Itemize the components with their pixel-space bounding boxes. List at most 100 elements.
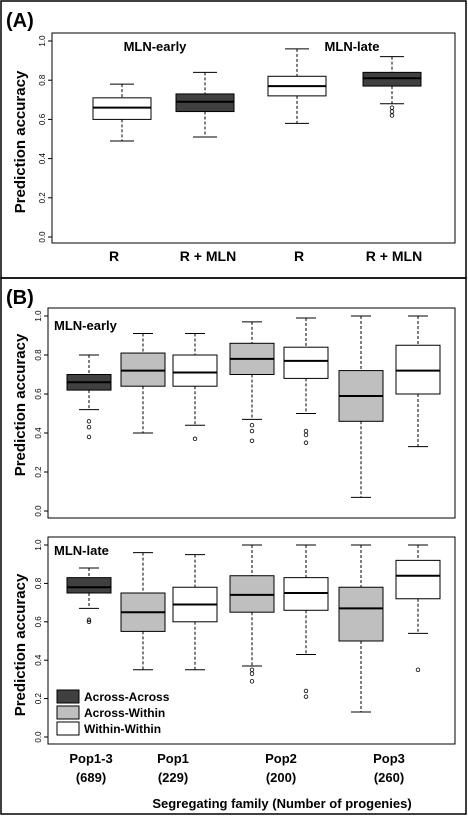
x-category-label: Pop1 xyxy=(157,751,189,766)
panel-b-early-plot-area xyxy=(47,307,456,519)
panel-b-early-box-1 xyxy=(120,333,166,434)
panel-a-ylabel: Prediction accuracy xyxy=(12,70,29,213)
outlier-point xyxy=(86,434,92,440)
legend-label-across-within: Across-Within xyxy=(84,706,165,720)
panel-b-early-ytick-label: 0.6 xyxy=(34,388,43,400)
outlier-point xyxy=(389,109,395,114)
panel-b-late-box-3 xyxy=(229,544,275,684)
outlier-point xyxy=(303,440,309,445)
panel-a-frame xyxy=(0,0,467,279)
x-label-r-mln-late: R + MLN xyxy=(366,248,422,264)
panel-a-plot-area xyxy=(51,32,456,244)
outlier-point xyxy=(86,419,92,424)
panel-b-late-ytick-label: 1.0 xyxy=(34,539,43,551)
panel-a-box-0 xyxy=(92,83,152,142)
outlier-point xyxy=(415,667,421,672)
outlier-point xyxy=(86,617,92,623)
x-category-count: (229) xyxy=(158,770,188,785)
panel-b-early-box-0 xyxy=(66,354,112,440)
panel-b-late-ytick-label: 0.2 xyxy=(34,692,43,704)
panel-b-early-ytick-label: 1.0 xyxy=(34,310,43,322)
x-category-count: (689) xyxy=(76,770,106,785)
outlier-point xyxy=(249,423,255,428)
panel-a-ytick-label: 0.0 xyxy=(38,231,47,243)
outlier-point xyxy=(303,688,309,694)
legend-swatch-within-within xyxy=(56,721,80,736)
panel-a-box-3 xyxy=(362,56,422,118)
box-body xyxy=(395,559,441,600)
panel-b-early-box-3 xyxy=(229,321,275,443)
outlier-point xyxy=(389,105,395,110)
panel-b-early-ytick-label: 0.0 xyxy=(34,505,43,517)
panel-b-frame xyxy=(0,277,467,815)
x-label-r-late: R xyxy=(294,248,304,264)
panel-b-xlabel: Segregating family (Number of progenies) xyxy=(152,796,411,811)
panel-b-early-box-2 xyxy=(172,333,218,442)
outlier-point xyxy=(303,428,309,434)
panel-b-late-ylabel: Prediction accuracy xyxy=(12,573,29,716)
x-label-r-early: R xyxy=(109,248,119,264)
group-label-mln-late: MLN-late xyxy=(325,39,380,54)
panel-b-early-box-4 xyxy=(283,317,329,445)
panel-b-late-plot-area xyxy=(47,536,456,745)
outlier-point xyxy=(303,432,309,438)
x-category-label: Pop1-3 xyxy=(69,751,112,766)
box-body xyxy=(66,577,112,594)
outlier-point xyxy=(249,438,255,443)
panel-a-ytick-label: 0.6 xyxy=(38,113,47,125)
group-label-mln-early: MLN-early xyxy=(124,39,188,54)
panel-b-late-box-6 xyxy=(395,544,441,672)
box-body xyxy=(283,346,329,379)
panel-b-early-ytick-label: 0.4 xyxy=(34,427,43,439)
panel-b-late-box-5 xyxy=(338,544,384,713)
outlier-point xyxy=(86,619,92,624)
panel-a-ytick-label: 1.0 xyxy=(38,35,47,47)
panel-b-label: (B) xyxy=(6,287,34,309)
subplot-title-mln-late: MLN-late xyxy=(54,543,109,558)
panel-b-late-box-4 xyxy=(283,544,329,699)
panel-a-ytick-label: 0.2 xyxy=(38,192,47,204)
x-category-count: (200) xyxy=(266,770,296,785)
x-category-label: Pop3 xyxy=(373,751,405,766)
panel-b-early-ylabel: Prediction accuracy xyxy=(12,333,29,476)
x-category-labels: Pop1-3 (689) Pop1 (229) Pop2 (200) Pop3 (260) xyxy=(69,751,405,785)
outlier-point xyxy=(303,694,309,699)
legend: Across-Across Across-Within Within-Withi… xyxy=(56,689,170,736)
outlier-point xyxy=(249,667,255,672)
panel-b-late-ytick-label: 0.4 xyxy=(34,654,43,666)
outlier-point xyxy=(249,679,255,684)
outlier-point xyxy=(192,436,198,442)
legend-label-across-across: Across-Across xyxy=(84,690,170,704)
panel-a-ytick-label: 0.8 xyxy=(38,74,47,86)
outlier-point xyxy=(249,671,255,676)
panel-b-late-box-0 xyxy=(66,567,112,624)
subplot-title-mln-early: MLN-early xyxy=(54,318,118,333)
box-body xyxy=(338,586,384,642)
x-category-count: (260) xyxy=(374,770,404,785)
panel-b-late-ytick-label: 0.6 xyxy=(34,616,43,628)
outlier-point xyxy=(249,428,255,434)
legend-label-within-within: Within-Within xyxy=(84,722,161,736)
panel-b-early-plot: 0.0 0.2 0.4 0.6 0.8 1.0 xyxy=(34,310,441,517)
panel-a-ytick-label: 0.4 xyxy=(38,152,47,164)
panel-b-late-ytick-label: 0.8 xyxy=(34,577,43,589)
panel-b-early-box-5 xyxy=(338,315,384,498)
panel-a-label: (A) xyxy=(6,10,34,32)
panel-b-early-ytick-label: 0.8 xyxy=(34,349,43,361)
box-body xyxy=(172,354,218,387)
panel-a-box-2 xyxy=(267,48,327,124)
legend-swatch-across-across xyxy=(56,689,80,704)
x-category-label: Pop2 xyxy=(265,751,297,766)
x-label-r-mln-early: R + MLN xyxy=(180,248,236,264)
panel-b-early-box-6 xyxy=(395,315,441,448)
panel-b-late-box-2 xyxy=(172,554,218,671)
panel-b-late-box-1 xyxy=(120,552,166,671)
outlier-point xyxy=(86,424,92,430)
panel-b-late-ytick-label: 0.0 xyxy=(34,731,43,743)
legend-swatch-across-within xyxy=(56,705,80,720)
panel-b-early-ytick-label: 0.2 xyxy=(34,466,43,478)
panel-a-box-1 xyxy=(175,71,235,138)
outlier-point xyxy=(389,113,395,118)
panel-a-plot: 0.0 0.2 0.4 0.6 0.8 1.0 xyxy=(38,35,422,243)
